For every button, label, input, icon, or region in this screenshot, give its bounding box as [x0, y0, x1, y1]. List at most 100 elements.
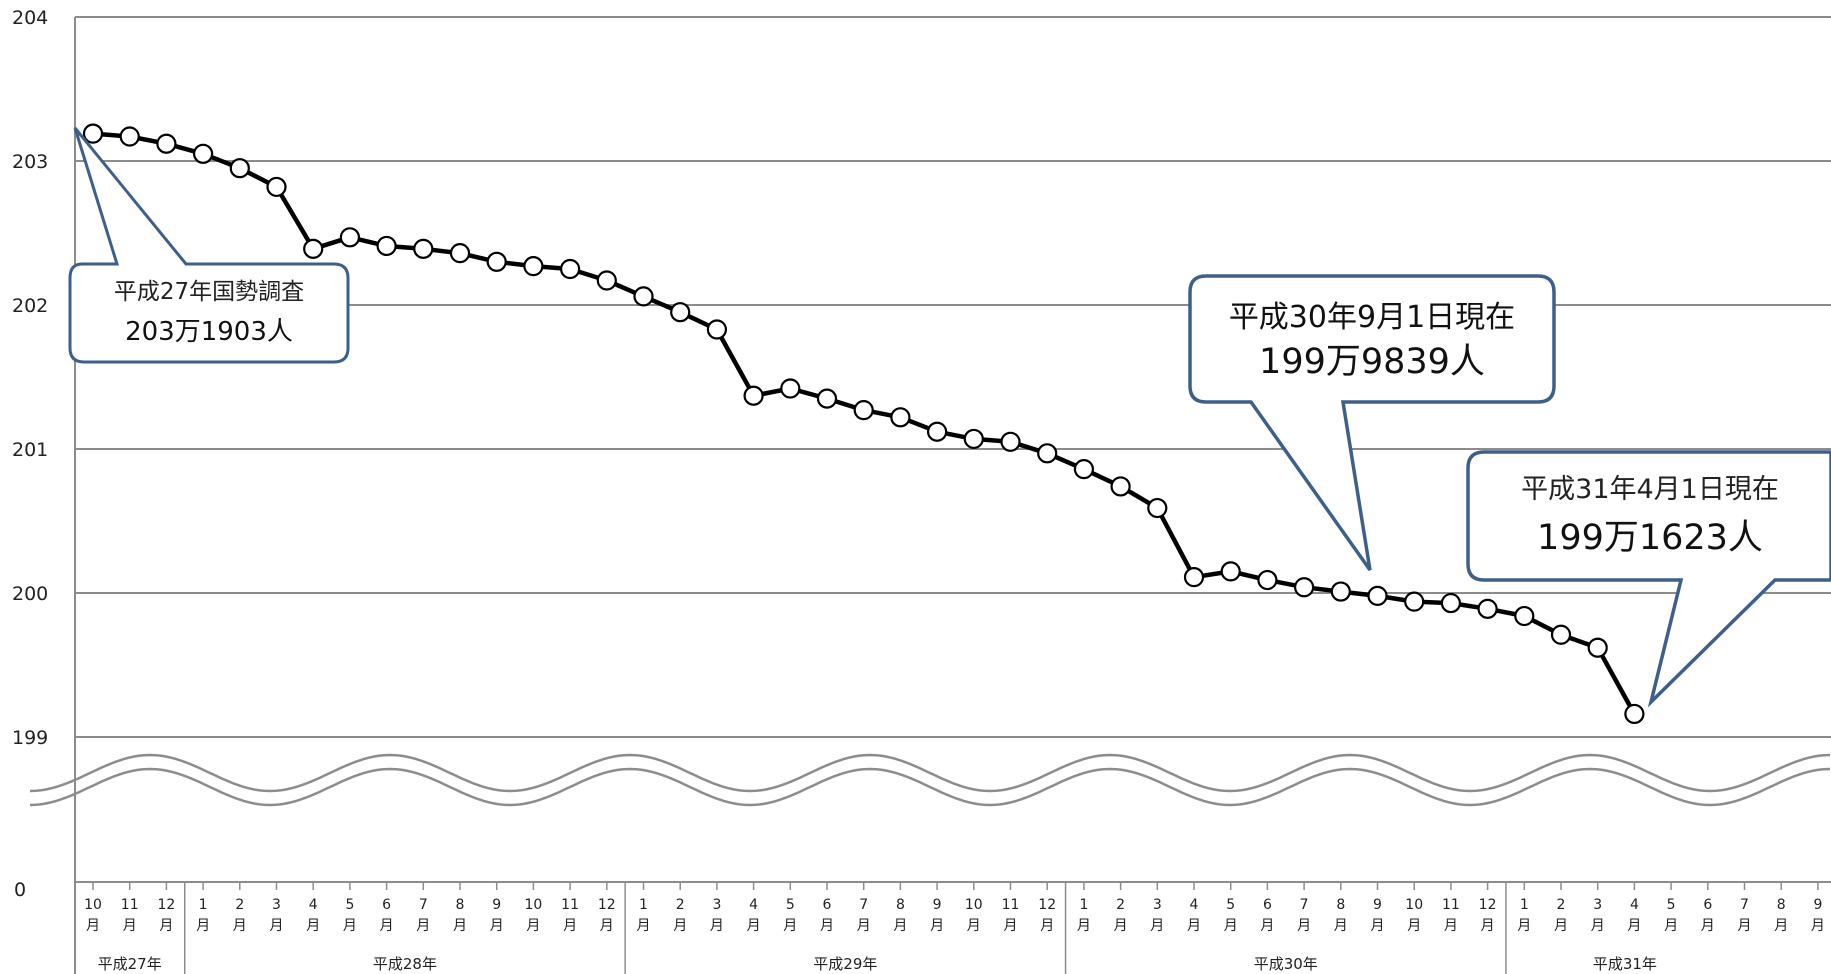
x-tick-label: 12 月	[1038, 897, 1056, 934]
callout-2018-line1: 平成30年9月1日現在	[1229, 300, 1515, 335]
data-point	[1147, 497, 1168, 519]
year-label: 平成30年	[1254, 955, 1318, 973]
callout-2018-box	[1188, 274, 1556, 572]
data-point	[523, 256, 544, 277]
year-label: 平成27年	[98, 955, 162, 973]
x-tick-label: 12 月	[1479, 897, 1497, 934]
year-label: 平成28年	[373, 955, 437, 973]
y-tick-label: 203	[12, 151, 48, 173]
callout-census: 平成27年国勢調査 203万1903人	[68, 127, 350, 364]
year-label: 平成29年	[813, 955, 877, 973]
callout-2019-line1: 平成31年4月1日現在	[1521, 474, 1779, 505]
y-tick-label: 201	[12, 439, 48, 461]
data-point	[1440, 592, 1462, 614]
data-point	[193, 143, 214, 164]
data-point	[449, 243, 471, 264]
data-point	[413, 238, 434, 259]
y-tick-label: 199	[12, 727, 48, 749]
x-tick-label: 10 月	[524, 897, 542, 934]
data-point	[1037, 443, 1058, 464]
callout-census-line2: 203万1903人	[125, 317, 293, 347]
y-axis-ticks: 204 203 202 201 200 199 0	[12, 7, 48, 901]
data-point	[926, 421, 948, 442]
data-point	[1330, 581, 1351, 602]
data-point	[1477, 598, 1498, 619]
data-point	[1550, 624, 1572, 645]
data-point	[119, 126, 140, 147]
data-point	[743, 385, 764, 406]
data-point	[559, 258, 581, 280]
data-point	[670, 302, 691, 323]
callout-census-line1: 平成27年国勢調査	[114, 279, 304, 305]
data-point	[816, 388, 838, 409]
data-point	[1514, 605, 1535, 627]
x-tick-label: 10 月	[84, 897, 102, 934]
data-point	[1404, 591, 1425, 612]
x-tick-label: 11 月	[121, 897, 139, 934]
data-point	[596, 270, 617, 291]
x-tick-label: 10 月	[1405, 897, 1423, 934]
callout-2019-box	[1466, 450, 1831, 708]
data-point	[1293, 577, 1315, 598]
data-point	[853, 400, 874, 421]
data-point	[633, 286, 654, 307]
break-wave-lower	[29, 767, 1831, 807]
series-line	[92, 131, 1637, 716]
data-point	[156, 133, 177, 154]
data-point	[486, 251, 507, 272]
axes	[74, 17, 1831, 974]
data-point	[1624, 703, 1645, 725]
data-point	[890, 407, 911, 428]
y-tick-label: 204	[12, 7, 48, 29]
callout-2018: 平成30年9月1日現在 199万9839人	[1188, 274, 1556, 572]
data-point	[1367, 585, 1388, 606]
data-series	[82, 123, 1645, 725]
data-point	[963, 428, 984, 450]
callout-census-box	[68, 127, 350, 364]
data-point	[1073, 459, 1095, 480]
break-wave-upper	[29, 753, 1831, 793]
data-point	[1110, 476, 1131, 497]
data-point	[82, 123, 104, 144]
data-point	[1220, 561, 1241, 582]
x-axis-year-groups: 平成27年 平成28年 平成29年 平成30年 平成31年	[98, 882, 1657, 974]
axis-break-mark	[29, 748, 1831, 808]
x-tick-label: 11 月	[1002, 897, 1020, 934]
x-tick-label: 11 月	[561, 897, 579, 934]
data-point	[303, 238, 324, 259]
x-axis-month-ticks: 10 月 11 月 12 月 1 月 2 月 3 月 4 月 5 月 6 月 7 月 8 月 9 月 10 月 11 月 12 月 1 月 2 月…	[84, 882, 1825, 934]
data-point	[706, 319, 728, 340]
y-tick-label: 202	[12, 295, 48, 317]
data-point	[1587, 637, 1608, 658]
callout-2018-line2: 199万9839人	[1259, 342, 1485, 382]
